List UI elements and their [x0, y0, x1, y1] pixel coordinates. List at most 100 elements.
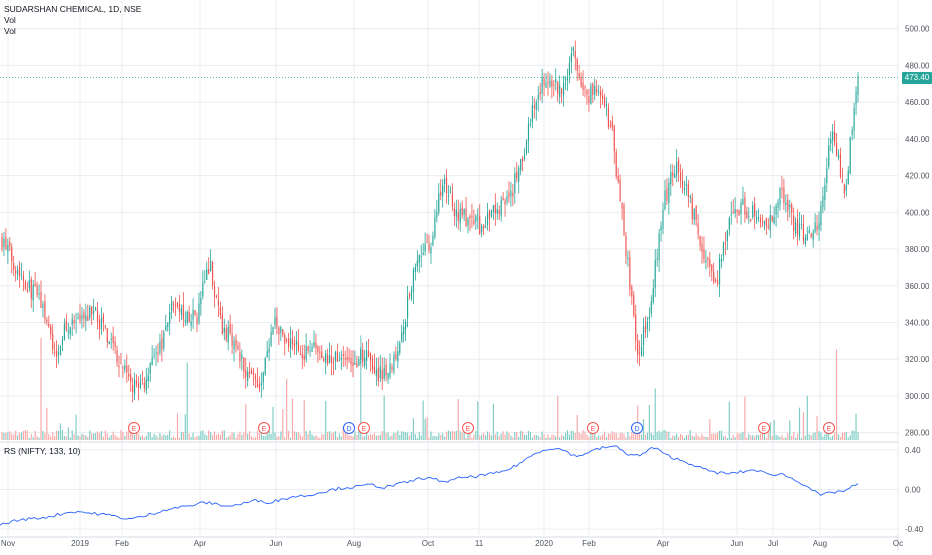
volume-bar [457, 399, 459, 440]
symbol-title[interactable]: SUDARSHAN CHEMICAL, 1D, NSE [4, 4, 142, 14]
volume-bar [155, 435, 157, 440]
event-marker[interactable]: D [631, 422, 643, 434]
candle-body [527, 123, 530, 141]
candle-body [670, 172, 672, 185]
event-marker[interactable]: E [358, 422, 370, 434]
candle-body [266, 351, 268, 357]
candle-body [681, 180, 684, 188]
event-marker[interactable]: E [128, 422, 140, 434]
event-marker[interactable]: E [823, 422, 835, 434]
volume-bar [229, 434, 231, 440]
candle-body [588, 96, 590, 103]
volume-bar [600, 436, 602, 440]
volume-bar [403, 431, 405, 440]
candle-body [689, 195, 691, 198]
candle-body [399, 343, 401, 353]
volume-bar [607, 433, 609, 440]
candle-body [24, 281, 26, 290]
candle-body [42, 304, 44, 309]
volume-bar [194, 437, 196, 440]
candle-body [598, 91, 600, 93]
volume-bar [360, 335, 362, 440]
candle-body [247, 371, 249, 381]
event-marker[interactable]: E [462, 422, 474, 434]
time-tick-label: Aug [813, 539, 827, 548]
candle-body [132, 385, 134, 392]
volume-bar [387, 432, 389, 440]
volume-bar [414, 434, 416, 440]
candle-body [697, 223, 699, 235]
volume-bar [746, 437, 748, 440]
volume-bar [198, 435, 200, 440]
candle-body [828, 145, 830, 167]
candle-body [217, 299, 220, 306]
volume-bar [442, 433, 444, 440]
candle-body [564, 78, 567, 81]
volume-bar [85, 435, 87, 440]
volume-bar [42, 430, 44, 440]
volume-bar [340, 436, 342, 440]
rs-legend[interactable]: RS (NIFTY, 133, 10) [4, 446, 80, 457]
volume-bar [202, 430, 204, 440]
candle-body [820, 205, 822, 226]
volume-bar [219, 434, 221, 440]
candle-body [262, 372, 264, 383]
candle-body [235, 338, 237, 346]
candle-body [666, 188, 668, 201]
volume-bar [159, 432, 161, 440]
candle-body [383, 367, 385, 379]
candle-body [139, 381, 142, 388]
volume-legend-2[interactable]: Vol [4, 26, 16, 36]
price-tick-label: 380.00 [905, 245, 930, 254]
volume-bar [315, 435, 317, 440]
candle-body [603, 97, 606, 106]
candle-body [843, 184, 845, 194]
volume-bar [523, 434, 526, 440]
candle-body [492, 205, 494, 213]
candle-body [110, 338, 112, 340]
candle-body [584, 86, 586, 89]
event-marker[interactable]: D [343, 422, 355, 434]
candle-body [720, 259, 723, 262]
candle-body [808, 230, 810, 233]
event-marker[interactable]: E [587, 422, 599, 434]
event-marker[interactable]: E [258, 422, 270, 434]
candle-body [13, 263, 15, 270]
volume-bar [822, 436, 824, 440]
candle-body [114, 341, 116, 348]
candle-body [93, 310, 95, 314]
candle-body [814, 222, 816, 233]
volume-bar [857, 431, 859, 440]
candle-body [342, 354, 344, 357]
rs-label[interactable]: RS (NIFTY, 133, 10) [4, 446, 81, 456]
volume-bar [488, 433, 491, 440]
volume-bar [537, 435, 539, 440]
candle-body [108, 341, 110, 345]
candle-body [367, 350, 370, 356]
volume-bar [598, 435, 600, 440]
volume-bar [237, 434, 239, 440]
volume-bar [9, 431, 11, 440]
volume-bar [48, 434, 50, 440]
volume-bar [174, 437, 177, 440]
volume-bar [603, 431, 606, 440]
candle-body [57, 352, 60, 355]
candle-body [194, 310, 196, 315]
candle-body [366, 350, 368, 361]
candle-body [11, 247, 13, 262]
candle-body [832, 131, 834, 141]
volume-legend-1[interactable]: Vol [4, 15, 16, 25]
volume-bar [781, 435, 783, 440]
volume-bar [126, 431, 128, 440]
volume-bar [406, 432, 409, 440]
candle-body [387, 373, 389, 379]
volume-bar [627, 431, 629, 440]
time-tick-label: Oc [893, 539, 903, 548]
candle-body [744, 197, 746, 215]
event-marker[interactable]: E [758, 422, 770, 434]
volume-bar [752, 435, 754, 440]
volume-bar [34, 430, 36, 440]
